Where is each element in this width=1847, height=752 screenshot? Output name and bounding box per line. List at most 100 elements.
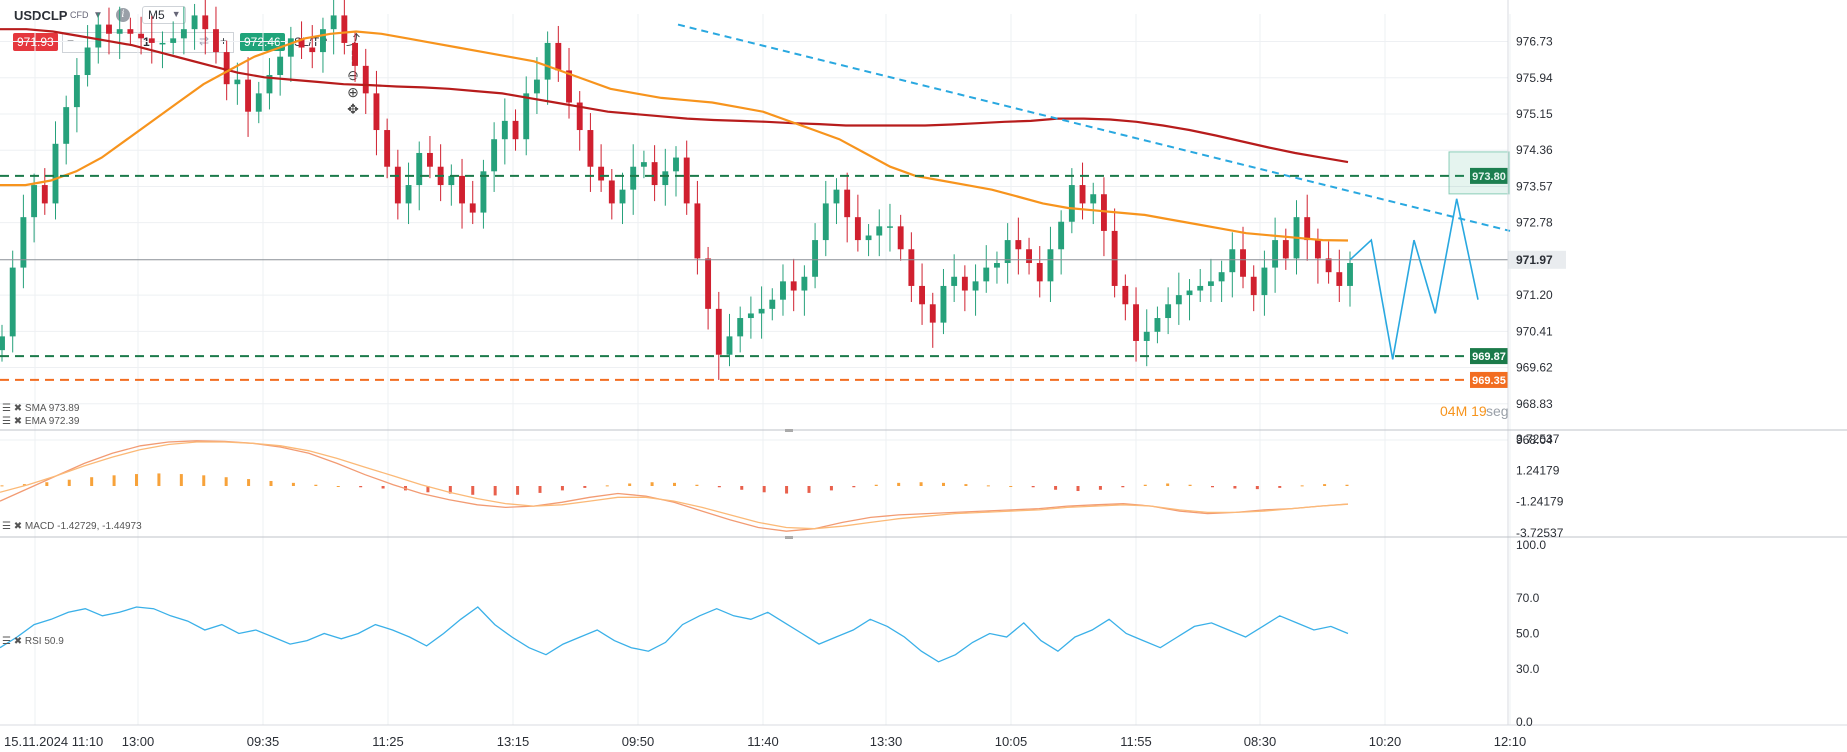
grid: [0, 14, 1511, 725]
candle-body: [1058, 221, 1065, 250]
candle-body: [1165, 304, 1172, 319]
macd-histogram-bar: [1300, 485, 1304, 487]
macd-histogram-bar: [157, 473, 161, 486]
y-tick-label: 969.62: [1516, 361, 1553, 375]
candle-body: [1304, 217, 1311, 241]
price-level-tag: [1470, 371, 1508, 388]
y-tick-label: 975.94: [1516, 71, 1553, 85]
candle-body: [459, 175, 465, 204]
candle-body: [555, 42, 562, 71]
candle-body: [213, 29, 219, 53]
x-tick-label: 13:30: [870, 734, 903, 749]
candle-body: [1175, 295, 1182, 305]
macd-histogram-bar: [336, 486, 340, 487]
candle-body: [844, 189, 851, 218]
macd-histogram-bar: [471, 486, 475, 495]
decrease-quantity-button[interactable]: −: [67, 34, 75, 48]
y-tick-label: 968.83: [1516, 397, 1553, 411]
candle-body: [651, 162, 658, 186]
macd-legend: ☰ ✖ MACD -1.42729, -1.44973: [2, 521, 142, 532]
macd-tick-label: -3.72537: [1516, 526, 1564, 540]
increase-quantity-button[interactable]: +: [220, 34, 228, 48]
sma-line: [0, 28, 1349, 164]
rsi-legend: ☰ ✖ RSI 50.9: [2, 636, 64, 647]
macd-histogram-bar: [112, 475, 116, 486]
x-tick-label: 11:55: [1120, 734, 1152, 749]
current-price-tag: [1508, 250, 1566, 269]
candle-body: [533, 79, 540, 94]
symbol-label[interactable]: USDCLP: [14, 8, 68, 23]
macd-histogram-bar: [560, 486, 564, 491]
candle-body: [287, 38, 294, 57]
candle-body: [598, 166, 605, 181]
macd-histogram-bar: [740, 486, 744, 490]
zoom-in-icon[interactable]: ⊕: [347, 84, 359, 100]
macd-histogram-bar: [426, 486, 430, 493]
target-zone: [1448, 151, 1510, 195]
candle-body: [480, 171, 487, 213]
rsi-tick-label: 50.0: [1516, 627, 1540, 641]
candle-body: [394, 166, 401, 204]
x-tick-label: 11:40: [747, 734, 779, 749]
candle-body: [940, 285, 947, 323]
candle-body: [138, 33, 145, 39]
macd-histogram-bar: [493, 486, 497, 496]
candle-body: [1143, 331, 1150, 341]
macd-histogram-bar: [1031, 486, 1035, 488]
candle-body: [426, 152, 433, 167]
macd-histogram-bar: [852, 486, 856, 488]
y-tick-label: 975.15: [1516, 107, 1553, 121]
x-tick-label: 09:35: [247, 734, 280, 749]
candle-body: [330, 15, 337, 30]
macd-histogram-bar: [1054, 486, 1058, 490]
macd-histogram-bar: [583, 486, 587, 488]
candle-body: [705, 258, 712, 309]
candle-body: [9, 267, 16, 337]
candle-body: [384, 130, 391, 167]
y-tick-label: 972.78: [1516, 216, 1553, 230]
projection-zigzag: [1349, 198, 1479, 360]
candle-body: [1047, 249, 1054, 282]
macd-histogram-bar: [135, 474, 138, 486]
candle-body: [159, 42, 166, 45]
macd-histogram-bar: [807, 486, 811, 493]
candle-body: [116, 29, 123, 34]
macd-histogram-bar: [829, 486, 833, 491]
candle-body: [1218, 272, 1225, 282]
macd-histogram-bar: [785, 486, 789, 494]
macd-histogram-bar: [1076, 486, 1080, 492]
macd-histogram-bar: [1323, 484, 1327, 486]
y-tick-label: 976.73: [1516, 35, 1553, 49]
candle-body: [865, 235, 872, 241]
candle-body: [972, 281, 979, 291]
candle-body: [523, 93, 530, 140]
reset-quantity-icon[interactable]: ⇄: [199, 34, 210, 48]
candle-body: [1314, 240, 1321, 259]
macd-histogram-bar: [605, 485, 609, 487]
candle-body: [1090, 194, 1097, 204]
candle-body: [191, 15, 198, 30]
macd-histogram-bar: [247, 479, 251, 486]
candle-body: [180, 29, 187, 39]
sma-legend: ☰ ✖ SMA 973.89: [2, 403, 80, 414]
macd-histogram-bar: [1121, 486, 1125, 488]
candle-body: [812, 240, 819, 277]
candle-body: [148, 38, 155, 43]
candle-body: [95, 24, 102, 48]
candle-body: [983, 267, 990, 282]
candle-body: [822, 203, 829, 241]
zoom-out-icon[interactable]: ⊖: [347, 67, 359, 83]
candle-body: [405, 185, 412, 204]
candle-body: [469, 203, 476, 213]
rsi-tick-label: 70.0: [1516, 591, 1540, 605]
macd-histogram-bar: [717, 486, 721, 488]
y-tick-label: 970.41: [1516, 324, 1553, 338]
candle-body: [448, 175, 455, 186]
rsi-tick-label: 0.0: [1516, 715, 1533, 729]
x-tick-label: 08:30: [1244, 734, 1277, 749]
move-icon[interactable]: ✥: [347, 101, 359, 117]
macd-histogram-bar: [538, 486, 542, 493]
